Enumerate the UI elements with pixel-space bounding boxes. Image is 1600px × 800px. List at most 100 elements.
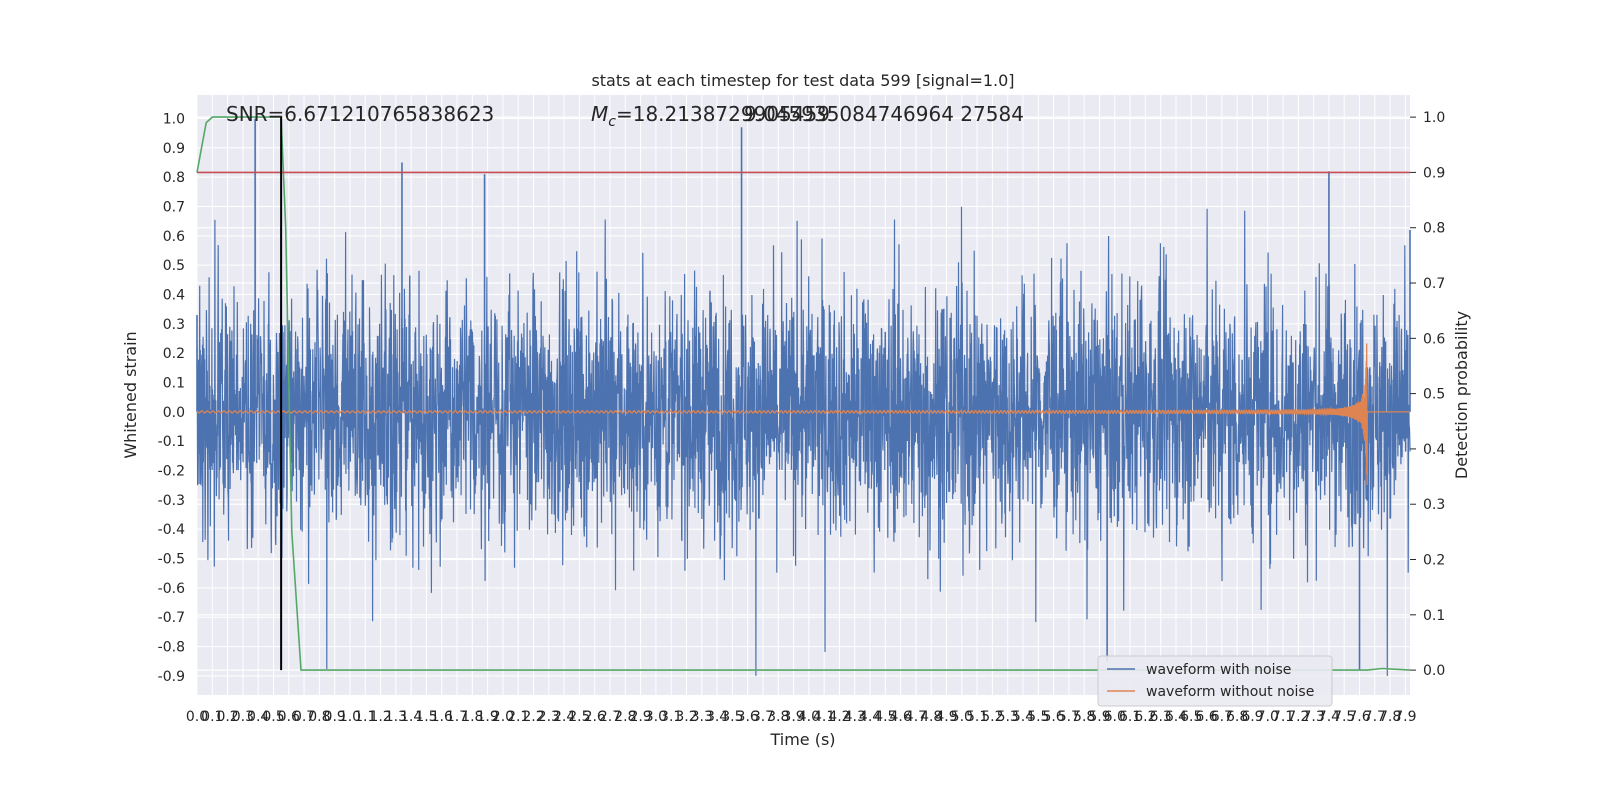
y-tick-label: 0.3 — [163, 317, 185, 333]
legend: waveform with noise waveform without noi… — [1097, 655, 1333, 707]
x-tick-label: 5.7 — [1058, 709, 1080, 725]
clean-waveform-line — [196, 343, 1410, 486]
x-tick-label: 0.2 — [216, 709, 238, 725]
x-tick-label: 7.9 — [1394, 709, 1416, 725]
y-tick-label: -0.3 — [158, 493, 185, 509]
x-tick-label: 2.6 — [584, 709, 606, 725]
x-tick-label: 4.6 — [889, 709, 911, 725]
x-tick-label: 2.7 — [599, 709, 621, 725]
x-tick-label: 3.1 — [660, 709, 682, 725]
x-tick-label: 2.9 — [629, 709, 651, 725]
x-tick-label: 7.8 — [1379, 709, 1401, 725]
x-tick-label: 6.0 — [1104, 709, 1126, 725]
x-tick-label: 2.8 — [614, 709, 636, 725]
noisy-waveform-line — [196, 206, 1411, 676]
x-tick-label: 2.1 — [507, 709, 529, 725]
x-tick-label: 7.5 — [1333, 709, 1355, 725]
x-tick-label: 3.5 — [721, 709, 743, 725]
x-tick-label: 4.0 — [798, 709, 820, 725]
y2-axis-ticks: 1.0 0.9 0.8 0.7 0.6 0.5 0.4 0.3 0.2 0.1 0.0 — [1410, 110, 1445, 679]
x-tick-label: 4.1 — [813, 709, 835, 725]
y2-tick-label: 0.7 — [1423, 276, 1445, 292]
overlays — [197, 117, 1410, 671]
y2-tick-label: 0.8 — [1423, 221, 1445, 237]
y2-axis-label: Detection probability — [1452, 311, 1471, 479]
x-tick-label: 1.5 — [415, 709, 437, 725]
x-tick-label: 7.2 — [1287, 709, 1309, 725]
x-tick-label: 2.5 — [568, 709, 590, 725]
y-axis-label: Whitened strain — [121, 331, 140, 458]
x-tick-label: 3.6 — [737, 709, 759, 725]
x-tick-label: 3.3 — [691, 709, 713, 725]
y-tick-label: -0.4 — [158, 522, 185, 538]
x-tick-label: 5.5 — [1027, 709, 1049, 725]
x-tick-label: 3.4 — [706, 709, 728, 725]
y-tick-label: 0.7 — [163, 199, 185, 215]
y2-tick-label: 0.3 — [1423, 497, 1445, 513]
y-tick-label: 1.0 — [163, 111, 185, 127]
x-tick-label: 6.7 — [1211, 709, 1233, 725]
x-tick-label: 6.1 — [1119, 709, 1141, 725]
x-tick-label: 0.0 — [186, 709, 208, 725]
legend-box — [1097, 655, 1333, 707]
x-tick-label: 3.8 — [767, 709, 789, 725]
x-tick-label: 2.4 — [553, 709, 575, 725]
x-axis-ticks: 0.00.10.20.30.40.50.60.70.80.91.01.11.21… — [186, 709, 1417, 725]
mc-value: =18.2138729905459 — [616, 102, 830, 126]
x-tick-label: 4.7 — [905, 709, 927, 725]
x-tick-label: 1.4 — [400, 709, 422, 725]
x-tick-label: 1.9 — [476, 709, 498, 725]
x-tick-label: 4.3 — [844, 709, 866, 725]
x-tick-label: 5.0 — [951, 709, 973, 725]
detection-probability-series — [196, 116, 1411, 671]
x-tick-label: 4.2 — [828, 709, 850, 725]
x-tick-label: 2.2 — [522, 709, 544, 725]
x-tick-label: 5.6 — [1042, 709, 1064, 725]
x-tick-label: 5.3 — [997, 709, 1019, 725]
y-axis-ticks: 1.0 0.9 0.8 0.7 0.6 0.5 0.4 0.3 0.2 0.1 0.0 -0.1 -0.… — [158, 111, 185, 684]
mc-subscript: c — [608, 114, 616, 130]
y2-tick-label: 0.6 — [1423, 331, 1445, 347]
x-tick-label: 4.4 — [859, 709, 881, 725]
x-tick-label: 0.3 — [232, 709, 254, 725]
mc-symbol: M — [591, 102, 608, 126]
x-tick-label: 1.0 — [339, 709, 361, 725]
y2-tick-label: 0.4 — [1423, 442, 1445, 458]
x-tick-label: 6.6 — [1195, 709, 1217, 725]
x-tick-label: 5.4 — [1012, 709, 1034, 725]
waveform-with-noise-series — [196, 118, 1411, 676]
x-tick-label: 0.8 — [308, 709, 330, 725]
chart-title: stats at each timestep for test data 599… — [591, 71, 1014, 90]
x-tick-label: 7.4 — [1318, 709, 1340, 725]
y2-tick-label: 0.0 — [1423, 663, 1445, 679]
y-tick-label: 0.8 — [163, 170, 185, 186]
y-tick-label: -0.2 — [158, 464, 185, 480]
x-tick-label: 7.1 — [1272, 709, 1294, 725]
x-tick-label: 6.5 — [1180, 709, 1202, 725]
x-tick-label: 2.3 — [538, 709, 560, 725]
y2-tick-label: 0.1 — [1423, 608, 1445, 624]
x-tick-label: 4.5 — [874, 709, 896, 725]
mc-annotation: Mc=18.2138729905459 — [591, 102, 830, 130]
y2-tick-label: 1.0 — [1423, 110, 1445, 126]
y-tick-label: 0.4 — [163, 288, 185, 304]
x-axis-label: Time (s) — [769, 730, 835, 749]
y-tick-label: 0.6 — [163, 229, 185, 245]
x-tick-label: 1.2 — [369, 709, 391, 725]
detection-probability-line — [196, 116, 1411, 671]
x-tick-label: 3.0 — [645, 709, 667, 725]
x-tick-label: 1.8 — [461, 709, 483, 725]
x-tick-label: 4.9 — [935, 709, 957, 725]
x-tick-label: 5.2 — [981, 709, 1003, 725]
x-tick-label: 1.1 — [354, 709, 376, 725]
y-tick-label: -0.7 — [158, 610, 185, 626]
x-tick-label: 7.6 — [1348, 709, 1370, 725]
x-tick-label: 3.9 — [782, 709, 804, 725]
x-tick-label: 0.9 — [324, 709, 346, 725]
x-tick-label: 0.1 — [201, 709, 223, 725]
x-tick-label: 7.7 — [1364, 709, 1386, 725]
y-tick-label: -0.1 — [158, 434, 185, 450]
y-tick-label: -0.5 — [158, 552, 185, 568]
x-tick-label: 5.8 — [1073, 709, 1095, 725]
